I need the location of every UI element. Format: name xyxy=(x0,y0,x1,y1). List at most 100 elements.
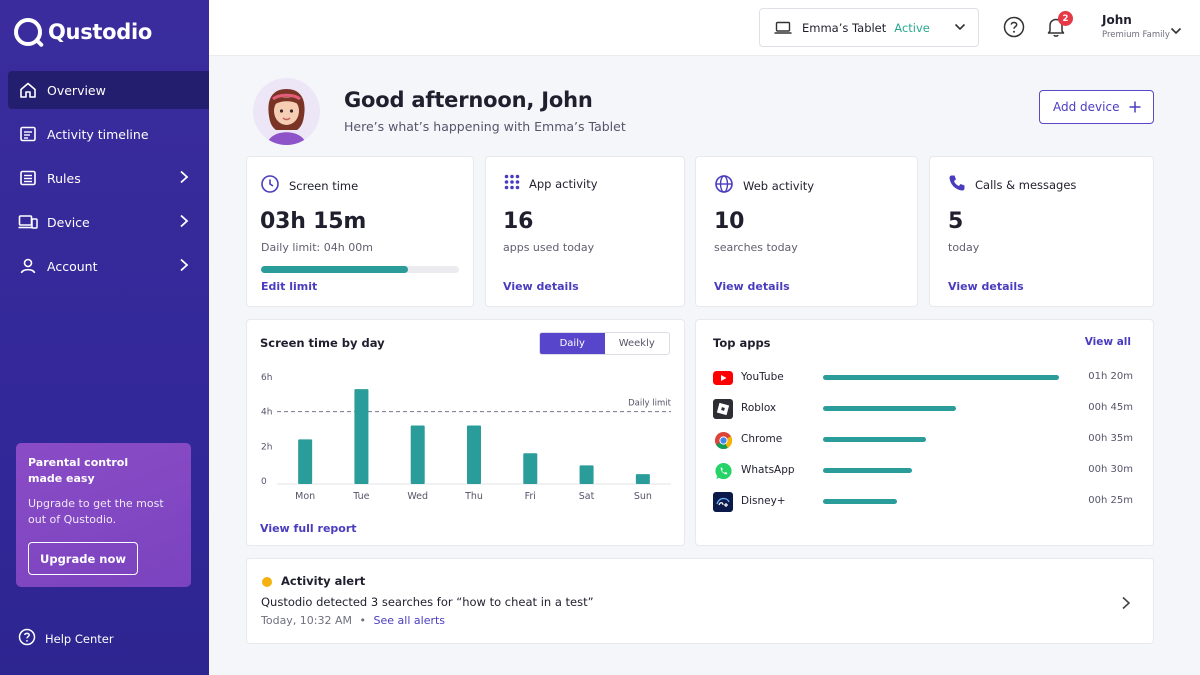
app-row-disney-plus[interactable]: Disney+ 00h 25m xyxy=(713,492,1133,512)
apps-grid-icon xyxy=(504,174,520,193)
app-activity-value: 16 xyxy=(503,209,534,234)
app-name: Roblox xyxy=(741,402,777,414)
app-time: 00h 35m xyxy=(1088,433,1133,444)
plus-icon xyxy=(1129,98,1141,117)
sidebar-item-label: Activity timeline xyxy=(47,126,149,142)
sidebar-item-account[interactable]: Account xyxy=(8,247,209,285)
top-apps-view-all-link[interactable]: View all xyxy=(1084,336,1131,348)
app-activity-view-details-link[interactable]: View details xyxy=(503,280,579,293)
edit-limit-link[interactable]: Edit limit xyxy=(261,280,318,293)
sidebar-item-device[interactable]: Device xyxy=(8,203,209,241)
device-status: Active xyxy=(894,20,930,35)
card-title: Web activity xyxy=(743,178,815,193)
add-device-button[interactable]: Add device xyxy=(1039,90,1154,124)
sidebar-item-rules[interactable]: Rules xyxy=(8,159,209,197)
chart-title: Screen time by day xyxy=(260,336,385,350)
sidebar-item-activity-timeline[interactable]: Activity timeline xyxy=(8,115,209,153)
calls-messages-title: Calls & messages xyxy=(948,174,1076,195)
alert-meta: Today, 10:32 AM • See all alerts xyxy=(261,614,445,627)
sidebar: Qustodio Overview Activity timeline Rule… xyxy=(0,0,209,675)
app-time: 00h 30m xyxy=(1088,464,1133,475)
web-activity-value: 10 xyxy=(714,209,745,234)
web-activity-card: Web activity 10 searches today View deta… xyxy=(695,156,918,307)
device-icon xyxy=(18,212,38,232)
notification-badge: 2 xyxy=(1058,11,1073,26)
see-all-alerts-link[interactable]: See all alerts xyxy=(373,614,446,627)
screen-time-title: Screen time xyxy=(260,174,358,197)
add-device-label: Add device xyxy=(1053,100,1120,114)
view-full-report-link[interactable]: View full report xyxy=(260,522,357,535)
y-tick-label: 6h xyxy=(261,373,272,383)
sidebar-item-label: Account xyxy=(47,258,98,274)
sidebar-item-overview[interactable]: Overview xyxy=(8,71,209,109)
globe-icon xyxy=(714,174,734,197)
youtube-icon xyxy=(713,368,733,388)
app-activity-sub: apps used today xyxy=(503,241,595,254)
whatsapp-icon xyxy=(713,461,733,481)
bar-mon xyxy=(298,439,313,484)
clock-icon xyxy=(260,174,280,197)
help-center-link[interactable]: Help Center xyxy=(18,628,114,649)
x-tick-label: Mon xyxy=(295,491,315,502)
daily-weekly-toggle: Daily Weekly xyxy=(539,332,670,355)
brand-logo[interactable]: Qustodio xyxy=(14,18,152,46)
page-subtitle: Here’s what’s happening with Emma’s Tabl… xyxy=(344,119,626,134)
chevron-down-icon[interactable] xyxy=(1170,22,1182,41)
timeline-icon xyxy=(18,124,38,144)
x-tick-label: Thu xyxy=(464,491,483,502)
app-row-whatsapp[interactable]: WhatsApp 00h 30m xyxy=(713,461,1133,481)
app-time: 00h 45m xyxy=(1088,402,1133,413)
web-activity-view-details-link[interactable]: View details xyxy=(714,280,790,293)
app-activity-title: App activity xyxy=(504,174,598,193)
app-row-chrome[interactable]: Chrome 00h 35m xyxy=(713,430,1133,450)
calls-messages-sub: today xyxy=(948,241,980,254)
disney-plus-icon xyxy=(713,492,733,512)
user-menu[interactable]: John Premium Family xyxy=(1102,13,1170,40)
bar-fri xyxy=(523,453,538,484)
screen-time-card: Screen time 03h 15m Daily limit: 04h 00m… xyxy=(246,156,474,307)
alert-time: Today, 10:32 AM xyxy=(261,614,353,627)
tab-daily[interactable]: Daily xyxy=(540,333,605,354)
y-tick-label: 0 xyxy=(261,477,267,487)
tab-weekly[interactable]: Weekly xyxy=(618,338,655,349)
upgrade-now-button[interactable]: Upgrade now xyxy=(28,542,138,575)
app-usage-bar xyxy=(823,406,956,411)
bar-thu xyxy=(467,425,481,484)
user-plan: Premium Family xyxy=(1102,30,1170,40)
screen-time-chart-card: Screen time by day Daily Weekly 0 2h 4h 6h D… xyxy=(246,319,685,546)
help-icon[interactable] xyxy=(1003,16,1025,42)
bar-sun xyxy=(635,474,650,484)
laptop-icon xyxy=(774,21,792,35)
upgrade-promo: Parental control made easy Upgrade to ge… xyxy=(16,443,191,587)
chrome-icon xyxy=(713,430,733,450)
app-name: Disney+ xyxy=(741,495,786,507)
app-row-youtube[interactable]: YouTube 01h 20m xyxy=(713,368,1133,388)
home-icon xyxy=(18,80,38,100)
app-usage-bar xyxy=(823,437,926,442)
x-tick-label: Sat xyxy=(579,491,595,502)
app-time: 00h 25m xyxy=(1088,495,1133,506)
phone-icon xyxy=(948,174,966,195)
calls-view-details-link[interactable]: View details xyxy=(948,280,1024,293)
app-row-roblox[interactable]: Roblox 00h 45m xyxy=(713,399,1133,419)
child-avatar xyxy=(253,78,320,145)
card-title: Screen time xyxy=(289,178,359,193)
sidebar-item-label: Device xyxy=(47,214,90,230)
app-usage-bar xyxy=(823,375,1059,380)
daily-limit-label: Daily limit xyxy=(628,399,672,409)
device-selector[interactable]: Emma’s Tablet Active xyxy=(759,8,979,47)
app-activity-card: App activity 16 apps used today View det… xyxy=(485,156,685,307)
activity-alert-card[interactable]: Activity alert Qustodio detected 3 searc… xyxy=(246,558,1154,644)
app-name: Chrome xyxy=(741,433,783,445)
help-circle-icon xyxy=(18,628,36,649)
top-apps-card: Top apps View all YouTube 01h 20m Roblox… xyxy=(695,319,1154,546)
app-usage-bar xyxy=(823,468,912,473)
chevron-right-icon[interactable] xyxy=(1121,595,1131,614)
bar-tue xyxy=(354,389,369,484)
account-icon xyxy=(18,256,38,276)
device-name: Emma’s Tablet xyxy=(802,20,887,35)
rules-icon xyxy=(18,168,38,188)
app-usage-bar xyxy=(823,499,897,504)
screen-time-value: 03h 15m xyxy=(260,209,367,234)
sidebar-nav: Overview Activity timeline Rules Device xyxy=(8,71,209,291)
